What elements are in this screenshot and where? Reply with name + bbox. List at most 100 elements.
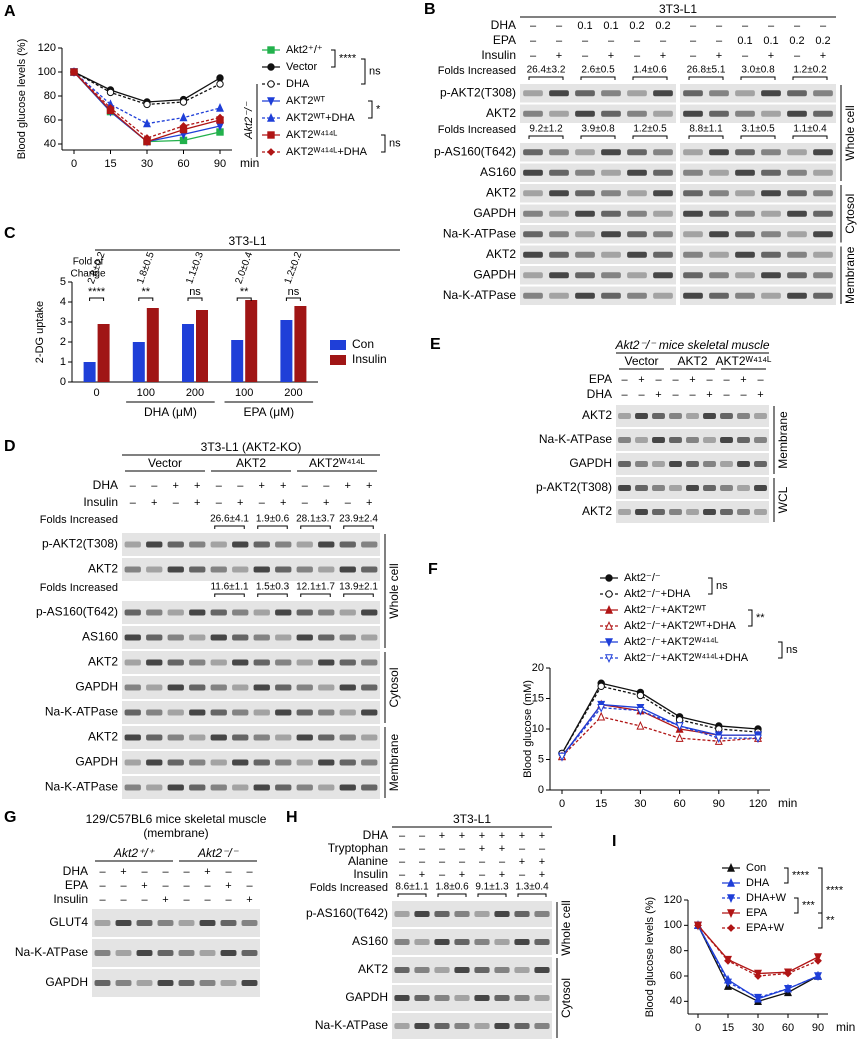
blot-band <box>683 210 703 217</box>
bar <box>182 324 194 382</box>
blot-band <box>754 485 767 491</box>
blot-title: 3T3-L1 <box>659 2 697 16</box>
blot-band <box>199 950 216 956</box>
blot-strip <box>432 957 452 983</box>
legend-label: Con <box>352 337 374 351</box>
blot-strip <box>684 405 701 427</box>
blot-strip <box>315 558 337 581</box>
blot-band <box>232 734 249 741</box>
blot-strip <box>624 184 650 203</box>
blot-band <box>454 911 470 917</box>
band-label: AKT2 <box>88 730 118 744</box>
blot-band <box>296 759 313 766</box>
fold-bracket <box>580 76 616 80</box>
blot-strip <box>650 104 676 123</box>
blot-band <box>361 734 378 741</box>
blot-band <box>178 920 195 926</box>
blot-band <box>157 950 174 956</box>
fold-bracket <box>437 893 467 897</box>
blot-band <box>474 1023 490 1029</box>
legend-label: Akt2⁻/⁻+AKT2ᵂᵀ+DHA <box>624 620 737 632</box>
blot-band <box>146 609 163 616</box>
blot-strip <box>392 901 412 927</box>
condition-cell: – <box>634 50 641 62</box>
blot-band <box>136 950 153 956</box>
blot-strip <box>294 651 316 674</box>
condition-cell: 0.2 <box>789 35 804 47</box>
y-tick-label: 0 <box>60 376 66 388</box>
condition-cell: – <box>419 856 426 868</box>
blot-band <box>115 980 132 986</box>
panel-letter: I <box>612 833 616 850</box>
section-label: Whole cell <box>559 900 573 955</box>
condition-cell: + <box>519 830 525 842</box>
legend-marker <box>267 131 275 139</box>
fold-value: 28.1±3.7 <box>296 514 335 525</box>
panel-letter: E <box>430 336 441 353</box>
blot-band <box>167 566 184 573</box>
condition-cell: + <box>655 389 661 401</box>
blot-band <box>627 149 647 156</box>
x-tick-label: 30 <box>634 798 646 810</box>
bar <box>97 324 110 382</box>
blot-band <box>178 980 195 986</box>
condition-cell: + <box>768 50 774 62</box>
blot-strip <box>251 701 273 724</box>
condition-cell: – <box>216 497 223 509</box>
legend-label: Akt2⁻/⁻+AKT2ᵂᵀ <box>624 604 706 616</box>
x-axis-label: min <box>778 796 797 810</box>
condition-cell: + <box>539 856 545 868</box>
fold-bracket <box>528 135 564 139</box>
blot-band <box>146 684 163 691</box>
blot-band <box>534 967 550 973</box>
y-tick-label: 3 <box>60 316 66 328</box>
blot-band <box>199 920 216 926</box>
blot-band <box>720 437 733 443</box>
blot-band <box>318 634 335 641</box>
band-label: GAPDH <box>569 456 612 470</box>
blot-band <box>534 939 550 945</box>
fold-bracket <box>792 135 828 139</box>
blot-band <box>653 90 673 97</box>
series-line <box>561 716 759 757</box>
series-line <box>697 925 819 999</box>
blot-band <box>737 437 750 443</box>
blot-band <box>703 413 716 419</box>
blot-band <box>549 292 569 299</box>
fold-value: 1.2±0.2 <box>793 65 827 76</box>
y-tick-label: 60 <box>44 114 56 126</box>
panel-letter: C <box>4 225 16 242</box>
blot-band <box>575 231 595 238</box>
condition-label: Insulin <box>353 867 388 881</box>
blot-band <box>146 734 163 741</box>
x-tick-label: 60 <box>782 1022 794 1034</box>
data-point <box>70 68 78 76</box>
y-tick-label: 40 <box>670 995 682 1007</box>
blot-strip <box>784 225 810 244</box>
condition-cell: – <box>99 866 106 878</box>
blot-strip <box>229 676 251 699</box>
blot-band <box>146 784 163 791</box>
blot-band <box>653 251 673 258</box>
condition-cell: – <box>519 843 526 855</box>
condition-cell: – <box>130 480 137 492</box>
y-tick-label: 0 <box>538 784 544 796</box>
blot-band <box>737 461 750 467</box>
condition-cell: – <box>634 35 641 47</box>
blot-band <box>575 110 595 117</box>
data-point <box>636 720 645 730</box>
x-tick-label: 0 <box>71 158 77 170</box>
condition-cell: – <box>556 20 563 32</box>
blot-band <box>339 684 356 691</box>
x-tick-label: 0 <box>695 1022 701 1034</box>
group-label: Vector <box>148 456 182 470</box>
blot-band <box>275 566 292 573</box>
blot-band <box>575 251 595 258</box>
blot-band <box>523 210 543 217</box>
blot-band <box>735 110 755 117</box>
data-point <box>675 722 684 731</box>
blot-title: (membrane) <box>143 826 208 840</box>
condition-cell: – <box>690 20 697 32</box>
blot-band <box>210 784 227 791</box>
data-point <box>636 691 645 700</box>
